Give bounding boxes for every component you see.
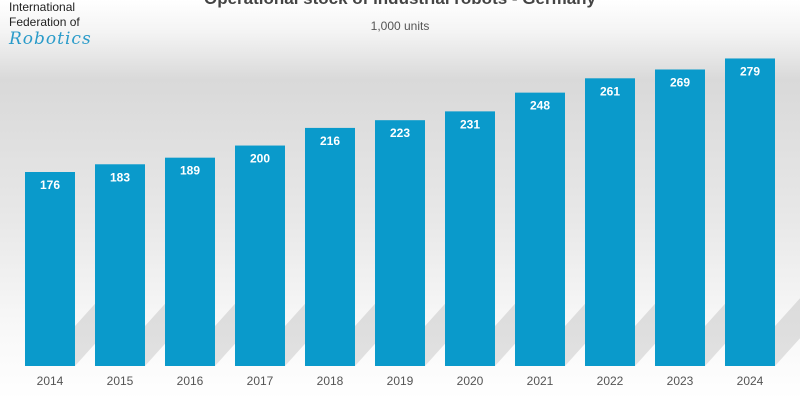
bar-2019 [375,120,425,367]
bar-2022 [585,78,635,366]
bar-2018 [305,127,355,366]
data-label: 176 [40,178,60,192]
data-label: 223 [390,126,410,140]
data-label: 231 [460,117,480,131]
data-label: 261 [600,84,620,98]
x-tick-label: 2015 [107,374,134,388]
x-tick-label: 2018 [317,374,344,388]
x-tick-label: 2019 [387,374,414,388]
chart-subtitle: 1,000 units [370,19,430,33]
x-tick-label: 2024 [737,374,764,388]
bar-2024 [725,58,775,366]
x-tick-label: 2021 [527,374,554,388]
bar-2015 [95,164,145,366]
x-tick-label: 2016 [177,374,204,388]
bar-2023 [655,69,705,366]
x-tick-label: 2020 [457,374,484,388]
data-label: 183 [110,170,130,184]
bar-2017 [235,145,285,366]
x-tick-label: 2022 [597,374,624,388]
x-tick-label: 2014 [37,374,64,388]
logo-line-3: Robotics [9,29,92,49]
x-tick-label: 2017 [247,374,274,388]
ifr-logo: International Federation of Robotics [9,0,109,49]
bar-2020 [445,111,495,366]
bar-2021 [515,92,565,367]
logo-line-1: International [9,0,76,14]
data-label: 248 [530,99,550,113]
bar-2016 [165,157,215,366]
data-label: 279 [740,64,760,78]
logo-line-2: Federation of [9,15,80,29]
data-label: 269 [670,75,690,89]
chart-title: Operational stock of industrial robots -… [0,0,800,9]
data-label: 189 [180,164,200,178]
data-label: 200 [250,152,270,166]
bar-2014 [25,172,75,366]
bar-shadow [775,298,800,366]
data-label: 216 [320,134,340,148]
x-tick-label: 2023 [667,374,694,388]
